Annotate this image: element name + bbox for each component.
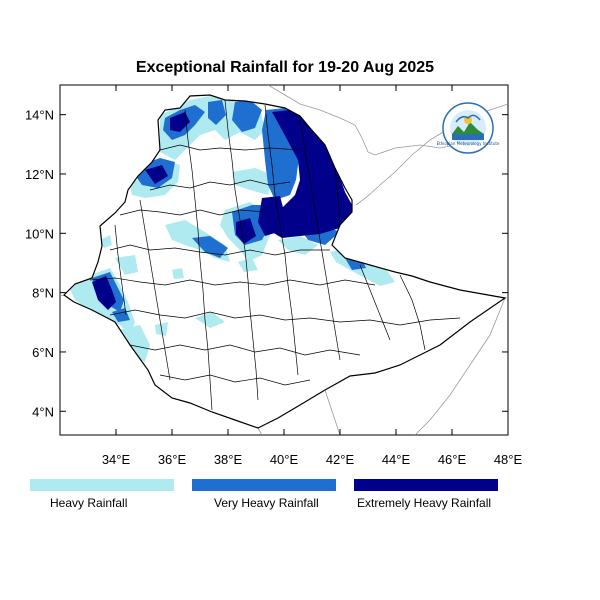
x-tick-label: 34°E (102, 452, 131, 467)
legend-swatch-extremely-heavy (354, 479, 498, 491)
y-tick-label: 6°N (32, 345, 54, 360)
ethiopian-meteorology-institute-logo: Ethiopian Meteorology Institute (437, 102, 500, 154)
x-tick-label: 46°E (438, 452, 467, 467)
logo-text: Ethiopian Meteorology Institute (437, 141, 500, 146)
x-tick-label: 48°E (494, 452, 523, 467)
y-axis: 4°N 6°N 8°N 10°N 12°N 14°N (25, 108, 508, 419)
legend-swatch-heavy (30, 479, 174, 491)
map-title: Exceptional Rainfall for 19-20 Aug 2025 (136, 59, 434, 76)
rainfall-shading (68, 96, 395, 362)
x-tick-label: 38°E (214, 452, 243, 467)
y-tick-label: 12°N (25, 167, 54, 182)
y-tick-label: 8°N (32, 286, 54, 301)
x-tick-label: 36°E (158, 452, 187, 467)
country-outline (63, 94, 507, 429)
legend-label-heavy: Heavy Rainfall (50, 496, 127, 510)
y-tick-label: 10°N (25, 226, 54, 241)
x-axis: 34°E 36°E 38°E 40°E 42°E 44°E 46°E 48°E (102, 85, 523, 467)
y-tick-label: 14°N (25, 108, 54, 123)
y-tick-label: 4°N (32, 404, 54, 419)
x-tick-label: 42°E (326, 452, 355, 467)
legend-label-very-heavy: Very Heavy Rainfall (214, 496, 319, 510)
legend-swatch-very-heavy (192, 479, 336, 491)
legend: Heavy Rainfall Very Heavy Rainfall Extre… (30, 479, 498, 510)
x-tick-label: 40°E (270, 452, 299, 467)
admin-boundaries (89, 99, 461, 411)
legend-label-extremely-heavy: Extremely Heavy Rainfall (357, 496, 491, 510)
x-tick-label: 44°E (382, 452, 411, 467)
